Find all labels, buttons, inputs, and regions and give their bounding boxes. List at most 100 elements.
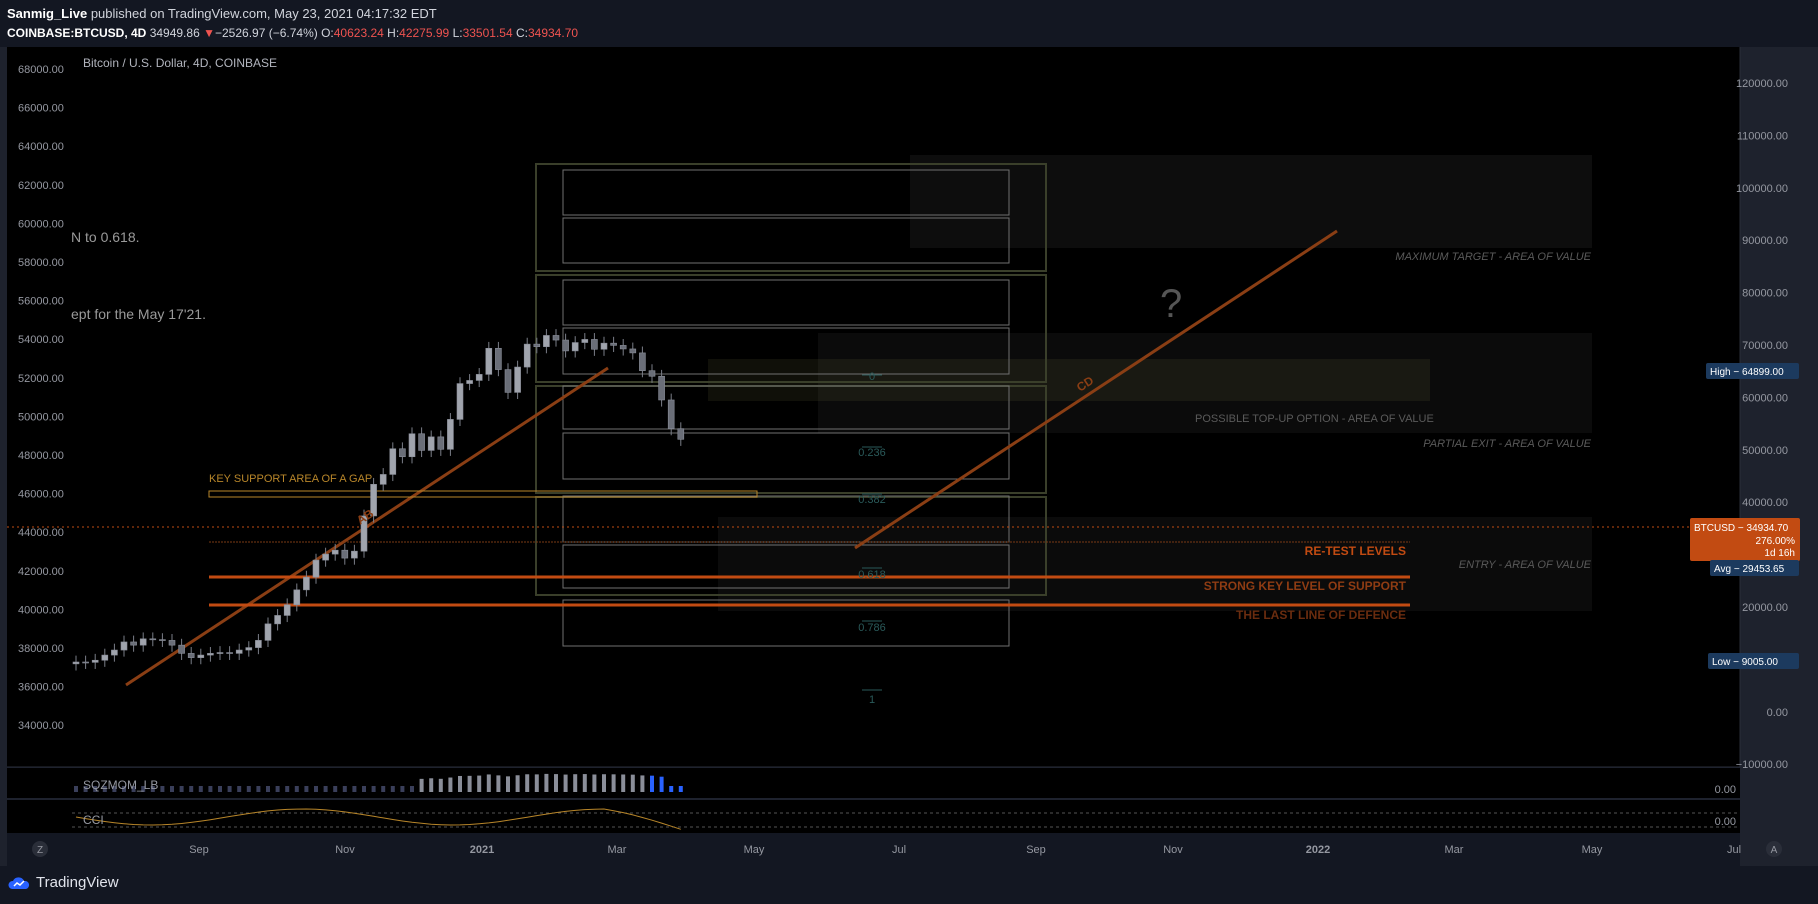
candle-body[interactable] [207, 653, 214, 656]
candle-body[interactable] [533, 343, 541, 347]
symbol-label[interactable]: COINBASE:BTCUSD, 4D [7, 26, 147, 40]
cci-label: CCI [83, 813, 104, 827]
candle-body[interactable] [418, 433, 425, 451]
candle-body[interactable] [101, 654, 109, 661]
candle-body[interactable] [639, 352, 646, 371]
sqz-bar [573, 774, 578, 792]
time-axis[interactable]: Sep Nov 2021 Mar May Jul Sep Nov 2022 Mar May Jul [189, 844, 1741, 856]
candle-body[interactable] [370, 484, 377, 517]
candle-body[interactable] [447, 419, 454, 450]
candle-body[interactable] [293, 589, 301, 606]
candle-body[interactable] [648, 370, 656, 377]
candle-body[interactable] [111, 649, 118, 656]
candle-body[interactable] [283, 604, 291, 616]
candle-body[interactable] [591, 339, 598, 350]
candle-body[interactable] [235, 649, 243, 654]
high-value: 42275.99 [399, 26, 450, 40]
candle-body[interactable] [72, 661, 80, 665]
candle-body[interactable] [312, 559, 320, 578]
candle-body[interactable] [139, 638, 147, 646]
candle-body[interactable] [130, 641, 137, 646]
candle-body[interactable] [389, 448, 397, 475]
candle-body[interactable] [341, 549, 349, 559]
author-name[interactable]: Sanmig_Live [7, 6, 88, 21]
sqz-bar [429, 778, 434, 792]
candle-body[interactable] [456, 383, 464, 420]
candle-body[interactable] [245, 647, 253, 651]
candle-body[interactable] [82, 661, 89, 664]
sqz-pane[interactable] [7, 768, 1740, 798]
fib-label-382: 0.382 [858, 494, 886, 506]
cd-trend-line[interactable] [854, 229, 1338, 550]
candle-body[interactable] [600, 342, 608, 350]
candle-body[interactable] [399, 448, 406, 458]
candle-body[interactable] [610, 342, 617, 346]
candle-body[interactable] [120, 641, 128, 651]
candle-body[interactable] [216, 652, 224, 654]
candle-body[interactable] [543, 335, 550, 347]
cci-pane[interactable] [7, 800, 1740, 833]
candle-body[interactable] [475, 374, 483, 381]
candle-body[interactable] [427, 436, 435, 451]
candle-body[interactable] [274, 615, 281, 625]
candle-body[interactable] [159, 639, 166, 641]
auto-scale-toggle[interactable] [1766, 841, 1782, 857]
candle-body[interactable] [303, 576, 310, 591]
time-axis-tick: Sep [1026, 844, 1046, 856]
btc-tag-label: BTCUSD − 34934.70 [1694, 523, 1789, 534]
right-axis-tick: 120000.00 [1736, 78, 1788, 90]
candle-body[interactable] [360, 515, 368, 552]
price-chart[interactable]: Bitcoin / U.S. Dollar, 4D, COINBASE N to… [0, 47, 1818, 866]
candle-body[interactable] [667, 399, 675, 429]
candle-body[interactable] [677, 428, 685, 440]
candle-series[interactable] [72, 329, 685, 671]
candle-body[interactable] [178, 644, 185, 654]
candle-body[interactable] [264, 623, 272, 641]
gap-label: KEY SUPPORT AREA OF A GAP [209, 473, 372, 485]
candle-body[interactable] [562, 339, 569, 352]
candle-body[interactable] [255, 640, 262, 648]
sqz-bar [371, 786, 376, 792]
footer-bar: TradingView [0, 866, 1818, 904]
candle-body[interactable] [523, 343, 531, 368]
left-price-axis[interactable]: 68000.00 66000.00 64000.00 62000.00 60000.00… [18, 64, 64, 732]
left-axis-tick: 66000.00 [18, 103, 64, 115]
candle-body[interactable] [571, 342, 579, 352]
candle-body[interactable] [331, 549, 339, 555]
candle-body[interactable] [495, 347, 502, 370]
candle-body[interactable] [187, 653, 195, 658]
sqz-bar [515, 775, 520, 792]
candle-body[interactable] [197, 654, 205, 658]
candle-body[interactable] [149, 638, 157, 641]
chart-pane[interactable] [7, 47, 1740, 767]
left-axis-tick: 50000.00 [18, 411, 64, 423]
candle-body[interactable] [322, 553, 329, 561]
candle-body[interactable] [437, 436, 445, 450]
candle-body[interactable] [658, 375, 665, 401]
candle-body[interactable] [619, 345, 627, 350]
sqz-bar [621, 774, 626, 792]
right-axis-tick: 50000.00 [1742, 445, 1788, 457]
candle-body[interactable] [91, 659, 99, 663]
candle-body[interactable] [379, 474, 387, 485]
left-axis-tick: 40000.00 [18, 604, 64, 616]
candle-body[interactable] [466, 380, 473, 384]
candle-body[interactable] [351, 550, 358, 559]
sqz-bar [208, 786, 213, 792]
auto-toggle-label: A [1771, 845, 1778, 856]
sqz-bar [486, 774, 491, 792]
candle-body[interactable] [408, 433, 416, 458]
candle-body[interactable] [504, 369, 512, 393]
candle-body[interactable] [629, 348, 637, 354]
tradingview-logo[interactable]: TradingView [7, 874, 119, 891]
candle-body[interactable] [581, 339, 589, 343]
low-tag-text: Low − 9005.00 [1712, 657, 1778, 668]
sqz-bar [160, 786, 165, 792]
candle-body[interactable] [168, 640, 176, 646]
candle-body[interactable] [485, 347, 493, 375]
candle-body[interactable] [552, 335, 560, 341]
candle-body[interactable] [514, 366, 521, 393]
log-scale-toggle[interactable] [32, 841, 48, 857]
sqz-bar [218, 786, 222, 792]
candle-body[interactable] [226, 652, 233, 654]
